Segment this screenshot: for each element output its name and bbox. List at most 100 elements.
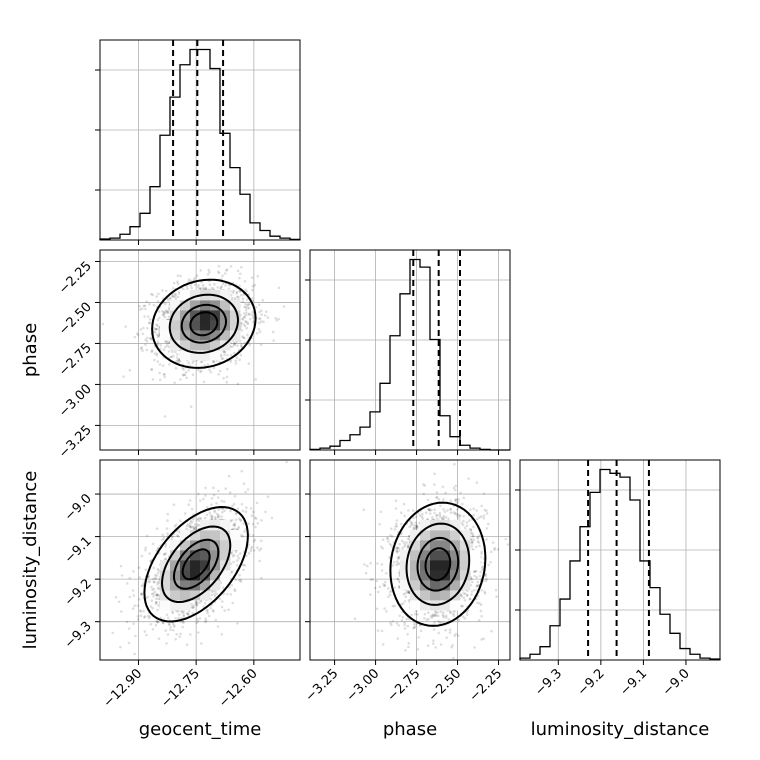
joint-geocent-time-vs-luminosity-distance-point [163, 557, 167, 561]
joint-geocent-time-vs-phase-point [246, 321, 249, 324]
joint-geocent-time-vs-luminosity-distance-point [213, 593, 216, 596]
joint-geocent-time-vs-luminosity-distance-point [189, 633, 192, 636]
joint-geocent-time-vs-phase-point [122, 375, 125, 378]
joint-geocent-time-vs-luminosity-distance-point [179, 632, 182, 636]
joint-phase-vs-luminosity-distance-point [444, 515, 448, 519]
joint-geocent-time-vs-phase-point [220, 277, 223, 281]
joint-phase-vs-luminosity-distance-point [444, 614, 448, 617]
joint-phase-vs-luminosity-distance-point [406, 546, 410, 549]
joint-geocent-time-vs-phase-point [158, 363, 162, 366]
joint-phase-vs-luminosity-distance-point [412, 626, 415, 630]
joint-geocent-time-vs-phase-point [166, 311, 169, 315]
joint-geocent-time-vs-phase-point [181, 366, 184, 370]
joint-geocent-time-vs-phase-point [250, 276, 254, 279]
joint-geocent-time-vs-luminosity-distance-point [205, 609, 209, 613]
joint-geocent-time-vs-luminosity-distance-point [193, 523, 197, 526]
joint-geocent-time-vs-phase-point [242, 336, 245, 340]
joint-geocent-time-vs-luminosity-distance-point [210, 517, 214, 521]
joint-geocent-time-vs-luminosity-distance-point [230, 570, 234, 573]
joint-phase-vs-luminosity-distance-point [398, 614, 402, 617]
joint-geocent-time-vs-luminosity-distance-point [229, 593, 233, 596]
joint-geocent-time-vs-phase-point [254, 378, 257, 381]
joint-geocent-time-vs-phase-point [240, 265, 243, 269]
joint-geocent-time-vs-luminosity-distance-point [239, 519, 243, 522]
joint-geocent-time-vs-luminosity-distance-point [238, 517, 241, 520]
joint-geocent-time-vs-luminosity-distance-point [180, 610, 184, 614]
joint-phase-vs-luminosity-distance-point [402, 592, 406, 596]
joint-geocent-time-vs-luminosity-distance-point [151, 628, 155, 631]
joint-phase-vs-luminosity-distance-point [413, 526, 416, 530]
joint-geocent-time-vs-phase-point [238, 284, 241, 288]
joint-geocent-time-vs-luminosity-distance-point [250, 514, 254, 517]
joint-geocent-time-vs-phase-point [187, 361, 190, 365]
joint-geocent-time-vs-phase-point [229, 265, 233, 268]
joint-geocent-time-vs-luminosity-distance-point [204, 486, 207, 490]
joint-geocent-time-vs-phase-density-cell [230, 320, 241, 331]
joint-geocent-time-vs-luminosity-distance-point [244, 490, 247, 494]
joint-geocent-time-vs-luminosity-distance-point [245, 554, 248, 557]
joint-geocent-time-vs-luminosity-distance-point [229, 562, 233, 566]
joint-geocent-time-vs-luminosity-distance-point [148, 552, 151, 555]
joint-geocent-time-vs-phase-point [144, 343, 147, 347]
joint-phase-vs-luminosity-distance-point [460, 594, 464, 598]
joint-geocent-time-vs-phase-point [257, 328, 261, 331]
joint-geocent-time-vs-phase-point [253, 283, 257, 287]
joint-geocent-time-vs-phase-point [224, 269, 228, 272]
joint-geocent-time-vs-luminosity-distance-point [258, 548, 261, 552]
joint-geocent-time-vs-phase-point [220, 357, 224, 361]
joint-geocent-time-vs-phase-point [266, 316, 270, 319]
joint-phase-vs-luminosity-distance-point [388, 542, 392, 546]
joint-phase-vs-luminosity-distance-point [432, 639, 435, 642]
joint-geocent-time-vs-luminosity-distance-density-cell [190, 540, 201, 551]
joint-geocent-time-vs-phase-point [176, 280, 179, 284]
joint-geocent-time-vs-phase-point [158, 316, 161, 320]
joint-geocent-time-vs-phase-point [195, 274, 199, 278]
joint-geocent-time-vs-luminosity-distance-density-cell [170, 560, 181, 571]
hist-phase-bin-14 [450, 437, 460, 450]
joint-phase-vs-luminosity-distance-point [399, 522, 403, 526]
joint-geocent-time-vs-phase-point [153, 358, 156, 362]
joint-geocent-time-vs-luminosity-distance-point [178, 635, 181, 639]
joint-phase-vs-luminosity-distance-point [483, 508, 487, 512]
hist-phase-bin-5 [360, 427, 370, 450]
joint-geocent-time-vs-phase-point [239, 293, 243, 297]
joint-geocent-time-vs-luminosity-distance-point [204, 494, 207, 497]
joint-geocent-time-vs-luminosity-distance-point [179, 519, 182, 522]
joint-geocent-time-vs-phase-point [157, 292, 160, 296]
joint-geocent-time-vs-phase-point [235, 340, 239, 343]
joint-geocent-time-vs-luminosity-distance-point [139, 610, 143, 613]
joint-geocent-time-vs-phase-point [248, 317, 252, 321]
joint-geocent-time-vs-luminosity-distance-point [235, 564, 239, 567]
joint-geocent-time-vs-phase-point [164, 309, 168, 313]
joint-phase-vs-luminosity-distance-point [462, 496, 466, 500]
joint-phase-vs-luminosity-distance-point [482, 637, 485, 640]
joint-geocent-time-vs-phase-point [187, 280, 190, 283]
joint-geocent-time-vs-luminosity-distance-point [133, 652, 136, 656]
joint-geocent-time-vs-luminosity-distance-point [155, 593, 159, 596]
joint-geocent-time-vs-phase-point [174, 350, 177, 354]
joint-geocent-time-vs-phase-point [217, 270, 220, 273]
joint-geocent-time-vs-luminosity-distance-point [241, 509, 245, 512]
joint-geocent-time-vs-luminosity-distance-point [220, 499, 224, 503]
joint-geocent-time-vs-luminosity-distance-point [140, 554, 144, 558]
joint-geocent-time-vs-luminosity-distance-point [250, 547, 253, 550]
joint-phase-vs-luminosity-distance-point [423, 484, 427, 487]
joint-geocent-time-vs-luminosity-distance-point [244, 510, 248, 513]
joint-phase-vs-luminosity-distance-point [434, 646, 437, 649]
joint-phase-vs-luminosity-distance-point [489, 550, 493, 554]
joint-geocent-time-vs-phase-point [176, 295, 180, 299]
joint-geocent-time-vs-phase-point [150, 292, 153, 296]
joint-geocent-time-vs-luminosity-distance-point [240, 503, 244, 506]
joint-geocent-time-vs-luminosity-distance-point [209, 606, 212, 610]
joint-geocent-time-vs-phase-point [245, 298, 249, 301]
joint-geocent-time-vs-luminosity-distance-contour-3 [181, 548, 211, 581]
joint-geocent-time-vs-luminosity-distance-point [144, 568, 148, 571]
joint-geocent-time-vs-luminosity-distance-plot-area [111, 460, 289, 656]
joint-geocent-time-vs-phase-point [169, 355, 173, 359]
joint-geocent-time-vs-luminosity-distance-point [243, 530, 246, 534]
joint-geocent-time-vs-phase-point [159, 344, 162, 347]
joint-geocent-time-vs-luminosity-distance-point [162, 621, 165, 625]
joint-phase-vs-luminosity-distance-point [412, 524, 416, 527]
joint-geocent-time-vs-phase-point [156, 335, 160, 339]
joint-geocent-time-vs-luminosity-distance-density-cell [220, 540, 231, 551]
